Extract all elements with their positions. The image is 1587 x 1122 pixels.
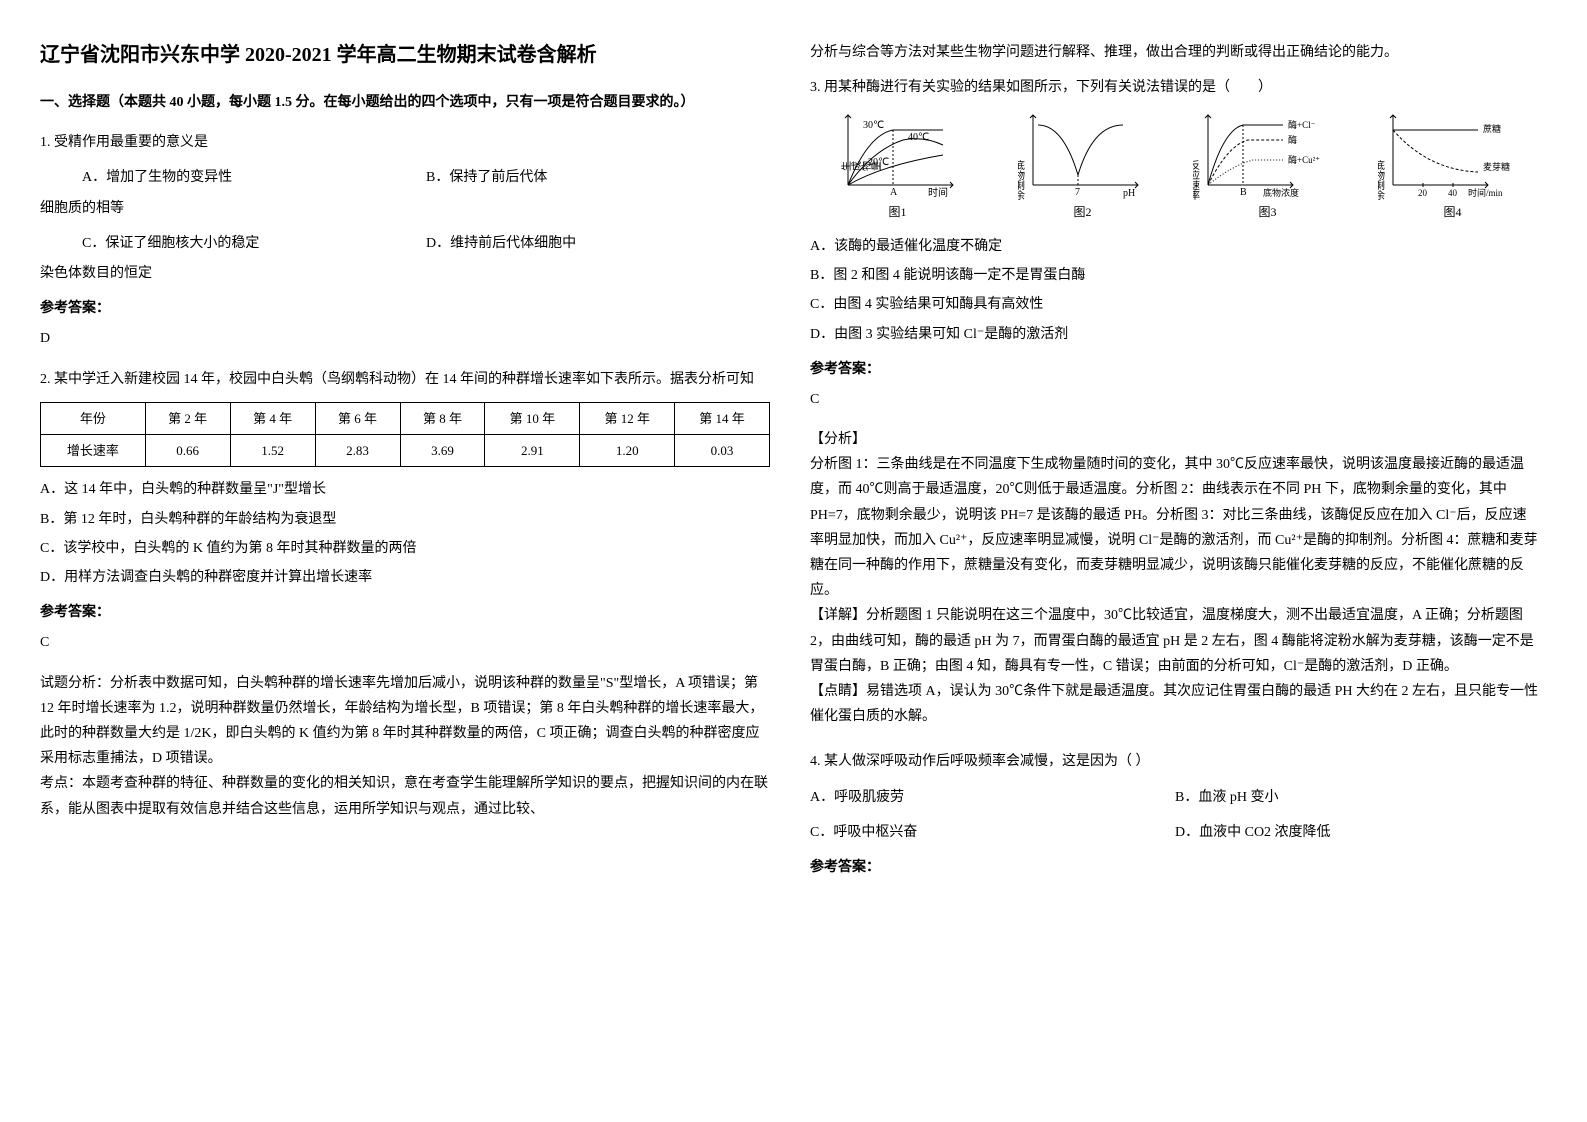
q4-optC: C．呼吸中枢兴奋 bbox=[810, 820, 1175, 845]
table-row: 增长速率 0.66 1.52 2.83 3.69 2.91 1.20 0.03 bbox=[41, 435, 770, 467]
row-label: 增长速率 bbox=[41, 435, 146, 467]
q3-ans: C bbox=[810, 387, 1540, 412]
c4-label: 图4 bbox=[1365, 202, 1540, 224]
cell: 1.20 bbox=[580, 435, 675, 467]
c4-lg2: 麦芽糖 bbox=[1483, 161, 1510, 172]
th-y12: 第 12 年 bbox=[580, 402, 675, 434]
table-row: 年份 第 2 年 第 4 年 第 6 年 第 8 年 第 10 年 第 12 年… bbox=[41, 402, 770, 434]
th-y4: 第 4 年 bbox=[230, 402, 315, 434]
q1-options: A．增加了生物的变异性 B．保持了前后代体 细胞质的相等 C．保证了细胞核大小的… bbox=[40, 165, 770, 286]
c4-ylabel: 底物剩余量 bbox=[1378, 159, 1385, 200]
th-y2: 第 2 年 bbox=[145, 402, 230, 434]
q4-stem: 4. 某人做深呼吸动作后呼吸频率会减慢，这是因为（ ） bbox=[810, 749, 1540, 774]
q3-dianjing-label: 【点睛】 bbox=[810, 684, 866, 699]
q1-optD-part: D．维持前后代体细胞中 bbox=[426, 231, 770, 256]
cell: 1.52 bbox=[230, 435, 315, 467]
q2-table: 年份 第 2 年 第 4 年 第 6 年 第 8 年 第 10 年 第 12 年… bbox=[40, 402, 770, 468]
c3-B: B bbox=[1240, 187, 1247, 198]
q2-optD: D．用样方法调查白头鹎的种群密度并计算出增长速率 bbox=[40, 565, 770, 590]
th-y8: 第 8 年 bbox=[400, 402, 485, 434]
q3-charts: 30℃ 40℃ 20℃ A 时间 生成物量 图1 7 bbox=[810, 110, 1540, 224]
cell: 2.91 bbox=[485, 435, 580, 467]
c1-xlabel: 时间 bbox=[928, 186, 948, 199]
q2-kaodian: 考点：本题考查种群的特征、种群数量的变化的相关知识，意在考查学生能理解所学知识的… bbox=[40, 771, 770, 821]
q3-ans-label: 参考答案： bbox=[810, 357, 1540, 382]
section-intro: 一、选择题（本题共 40 小题，每小题 1.5 分。在每小题给出的四个选项中，只… bbox=[40, 90, 770, 115]
q1-optA: A．增加了生物的变异性 bbox=[40, 165, 426, 190]
chart4: 20 40 蔗糖 麦芽糖 时间/min 底物剩余量 图4 bbox=[1365, 110, 1540, 224]
q2-analysis: 试题分析：分析表中数据可知，白头鹎种群的增长速率先增加后减小，说明该种群的数量呈… bbox=[40, 671, 770, 772]
q3-dianjing: 易错选项 A，误认为 30℃条件下就是最适温度。其次应记住胃蛋白酶的最适 PH … bbox=[810, 684, 1538, 724]
c2-label: 图2 bbox=[995, 202, 1170, 224]
c1-label: 图1 bbox=[810, 202, 985, 224]
q3-optD: D．由图 3 实验结果可知 Cl⁻是酶的激活剂 bbox=[810, 322, 1540, 347]
q3-xiangjie: 分析题图 1 只能说明在这三个温度中，30℃比较适宜，温度梯度大，测不出最适宜温… bbox=[810, 608, 1534, 673]
th-y6: 第 6 年 bbox=[315, 402, 400, 434]
c2-tick: 7 bbox=[1075, 187, 1080, 198]
c2-ylabel: 底物剩余量 bbox=[1018, 159, 1025, 200]
q4-optD: D．血液中 CO2 浓度降低 bbox=[1175, 820, 1540, 845]
c1-ylabel: 生成物量 bbox=[839, 162, 880, 174]
q1-stem: 1. 受精作用最重要的意义是 bbox=[40, 130, 770, 155]
chart3: B 酶+Cl⁻ 酶 酶+Cu²⁺ 底物浓度 反应速率 图3 bbox=[1180, 110, 1355, 224]
chart2: 7 pH 底物剩余量 图2 bbox=[995, 110, 1170, 224]
q1-optD-cont: 染色体数目的恒定 bbox=[40, 261, 770, 286]
q1-optB-cont: 细胞质的相等 bbox=[40, 196, 770, 221]
th-year: 年份 bbox=[41, 402, 146, 434]
cell: 0.03 bbox=[675, 435, 770, 467]
q2-ans: C bbox=[40, 630, 770, 655]
q3-stem: 3. 用某种酶进行有关实验的结果如图所示，下列有关说法错误的是（ ） bbox=[810, 75, 1540, 100]
c3-label: 图3 bbox=[1180, 202, 1355, 224]
q2-ans-label: 参考答案： bbox=[40, 600, 770, 625]
q2-optA: A．这 14 年中，白头鹎的种群数量呈"J"型增长 bbox=[40, 477, 770, 502]
q2-optB: B．第 12 年时，白头鹎种群的年龄结构为衰退型 bbox=[40, 507, 770, 532]
q4-optA: A．呼吸肌疲劳 bbox=[810, 785, 1175, 810]
c1-l2: 40℃ bbox=[908, 132, 929, 143]
c4-t2: 40 bbox=[1448, 188, 1458, 198]
q3-xiangjie-label: 【详解】 bbox=[810, 608, 866, 623]
q1-ans: D bbox=[40, 326, 770, 351]
cell: 0.66 bbox=[145, 435, 230, 467]
q2-stem: 2. 某中学迁入新建校园 14 年，校园中白头鹎（鸟纲鹎科动物）在 14 年间的… bbox=[40, 367, 770, 392]
q1-optB-part: B．保持了前后代体 bbox=[426, 165, 770, 190]
c1-A: A bbox=[890, 187, 898, 198]
q1-optC: C．保证了细胞核大小的稳定 bbox=[40, 231, 426, 256]
q2-cont: 分析与综合等方法对某些生物学问题进行解释、推理，做出合理的判断或得出正确结论的能… bbox=[810, 40, 1540, 65]
th-y14: 第 14 年 bbox=[675, 402, 770, 434]
cell: 2.83 bbox=[315, 435, 400, 467]
chart1: 30℃ 40℃ 20℃ A 时间 生成物量 图1 bbox=[810, 110, 985, 224]
c3-lg1: 酶+Cl⁻ bbox=[1288, 119, 1316, 130]
q1-ans-label: 参考答案： bbox=[40, 296, 770, 321]
c1-l1: 30℃ bbox=[863, 120, 884, 131]
cell: 3.69 bbox=[400, 435, 485, 467]
c4-lg1: 蔗糖 bbox=[1483, 123, 1501, 134]
q2-optC: C．该学校中，白头鹎的 K 值约为第 8 年时其种群数量的两倍 bbox=[40, 536, 770, 561]
c3-lg2: 酶 bbox=[1288, 134, 1297, 145]
c2-xlabel: pH bbox=[1123, 188, 1135, 199]
c3-xlabel: 底物浓度 bbox=[1263, 187, 1299, 198]
c3-ylabel: 反应速率 bbox=[1193, 160, 1200, 200]
q4-optB: B．血液 pH 变小 bbox=[1175, 785, 1540, 810]
q4-row1: A．呼吸肌疲劳 B．血液 pH 变小 bbox=[810, 785, 1540, 810]
c3-lg3: 酶+Cu²⁺ bbox=[1288, 154, 1320, 165]
q4-ans-label: 参考答案： bbox=[810, 855, 1540, 880]
page-title: 辽宁省沈阳市兴东中学 2020-2021 学年高二生物期末试卷含解析 bbox=[40, 40, 770, 70]
q3-optA: A．该酶的最适催化温度不确定 bbox=[810, 234, 1540, 259]
q3-fenxi-label: 【分析】 bbox=[810, 427, 1540, 452]
th-y10: 第 10 年 bbox=[485, 402, 580, 434]
c4-t1: 20 bbox=[1418, 188, 1428, 198]
q3-optC: C．由图 4 实验结果可知酶具有高效性 bbox=[810, 292, 1540, 317]
q3-optB: B．图 2 和图 4 能说明该酶一定不是胃蛋白酶 bbox=[810, 263, 1540, 288]
q4-row2: C．呼吸中枢兴奋 D．血液中 CO2 浓度降低 bbox=[810, 820, 1540, 845]
q3-fenxi: 分析图 1：三条曲线是在不同温度下生成物量随时间的变化，其中 30℃反应速率最快… bbox=[810, 452, 1540, 603]
c4-xlabel: 时间/min bbox=[1468, 187, 1503, 198]
